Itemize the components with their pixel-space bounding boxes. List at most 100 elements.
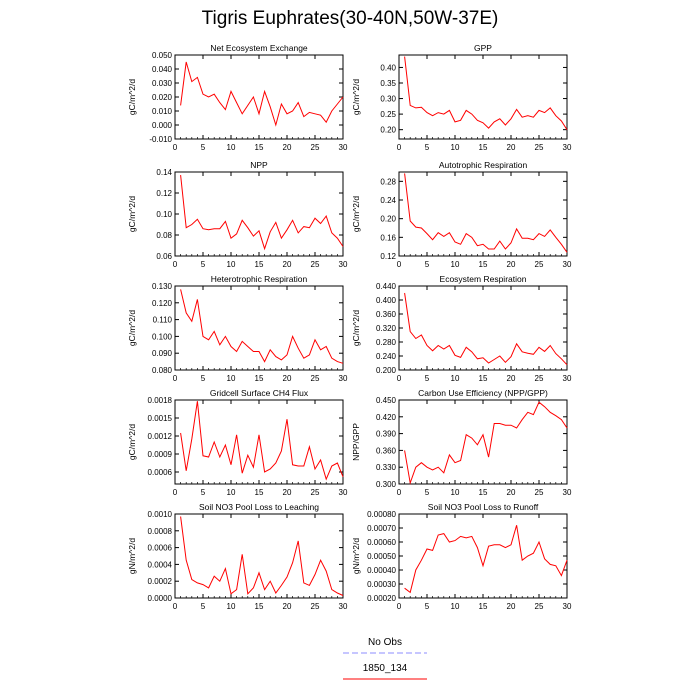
panel-3-ytick-label: 0.08 — [156, 231, 172, 240]
panel-8-title: Carbon Use Efficiency (NPP/GPP) — [418, 388, 548, 398]
panel-2-xtick-label: 5 — [425, 143, 430, 152]
panel-8-xtick-label: 5 — [425, 488, 430, 497]
panel-4-xtick-label: 10 — [451, 260, 460, 269]
panel-2-ytick-label: 0.20 — [380, 126, 396, 135]
panel-8-xtick-label: 0 — [397, 488, 402, 497]
panel-9-ytick-label: 0.0002 — [148, 577, 173, 586]
panel-9-ytick-label: 0.0010 — [148, 510, 173, 519]
panel-2-title: GPP — [474, 43, 492, 53]
panel-6-xtick-label: 10 — [451, 374, 460, 383]
panel-8-line-1850-134 — [404, 401, 568, 485]
panel-6: Ecosystem Respiration gC/m^2/d 0 5 10 15 20 25 3… — [351, 274, 572, 383]
panel-6-title: Ecosystem Respiration — [440, 274, 527, 284]
panel-3-xtick-label: 15 — [255, 260, 264, 269]
panel-8-xtick-label: 30 — [563, 488, 572, 497]
panel-7-xtick-label: 15 — [255, 488, 264, 497]
panel-9-xtick-label: 10 — [227, 602, 236, 611]
panel-4-ylabel: gC/m^2/d — [351, 196, 361, 232]
panel-4-xtick-label: 5 — [425, 260, 430, 269]
panel-4-xtick-label: 20 — [507, 260, 516, 269]
panel-5-xtick-label: 20 — [283, 374, 292, 383]
panel-5-xtick-label: 25 — [311, 374, 320, 383]
panel-7-ytick-label: 0.0009 — [148, 450, 173, 459]
panel-5-line-1850-134 — [180, 289, 344, 364]
panel-7-xtick-label: 30 — [339, 488, 348, 497]
panel-10-xtick-label: 10 — [451, 602, 460, 611]
panel-3-xtick-label: 25 — [311, 260, 320, 269]
panel-5-frame — [174, 285, 344, 371]
panel-7-line-1850-134 — [180, 401, 344, 481]
panel-9-ytick-label: 0.0006 — [148, 544, 173, 553]
panel-4-ytick-label: 0.28 — [380, 177, 396, 186]
panel-2-line-1850-134 — [404, 56, 568, 130]
panel-4-xtick-label: 15 — [479, 260, 488, 269]
panel-4-ytick-label: 0.16 — [380, 233, 396, 242]
panel-8: Carbon Use Efficiency (NPP/GPP) NPP/GPP 0 5… — [351, 388, 572, 497]
panel-1-ytick-label: 0.010 — [152, 107, 173, 116]
panel-5-ytick-label: 0.090 — [152, 349, 173, 358]
panel-3-xtick-label: 20 — [283, 260, 292, 269]
panel-10-ytick-label: 0.00080 — [367, 510, 396, 519]
panel-7-xtick-label: 10 — [227, 488, 236, 497]
panel-8-ytick-label: 0.300 — [376, 480, 397, 489]
panel-10: Soil NO3 Pool Loss to Runoff gN/m^2/d 0 5 10… — [351, 502, 572, 611]
panel-5-ytick-label: 0.120 — [152, 299, 173, 308]
panel-6-xtick-label: 25 — [535, 374, 544, 383]
panel-8-xtick-label: 15 — [479, 488, 488, 497]
panel-1-ytick-label: 0.000 — [152, 121, 173, 130]
panel-4-line-1850-134 — [404, 173, 568, 253]
panel-6-ytick-label: 0.280 — [376, 338, 397, 347]
panel-4-xtick-label: 0 — [397, 260, 402, 269]
panel-8-ylabel: NPP/GPP — [351, 423, 361, 461]
panel-5-xtick-label: 10 — [227, 374, 236, 383]
panel-5-xtick-label: 30 — [339, 374, 348, 383]
panel-10-xtick-label: 20 — [507, 602, 516, 611]
panel-9-xtick-label: 5 — [201, 602, 206, 611]
panel-10-xtick-label: 15 — [479, 602, 488, 611]
panel-1-xtick-label: 25 — [311, 143, 320, 152]
panel-6-ytick-label: 0.240 — [376, 352, 397, 361]
panel-1-xtick-label: 20 — [283, 143, 292, 152]
panel-8-ytick-label: 0.420 — [376, 413, 397, 422]
panel-6-xtick-label: 5 — [425, 374, 430, 383]
panel-10-ytick-label: 0.00040 — [367, 566, 396, 575]
panel-9-frame — [174, 513, 344, 599]
panel-5-xtick-label: 15 — [255, 374, 264, 383]
panel-8-ytick-label: 0.330 — [376, 463, 397, 472]
panel-4-ytick-label: 0.20 — [380, 215, 396, 224]
panel-6-ylabel: gC/m^2/d — [351, 310, 361, 346]
panel-2-ytick-label: 0.25 — [380, 110, 396, 119]
panel-1-line-1850-134 — [180, 61, 344, 127]
panel-1-ytick-label: 0.030 — [152, 79, 173, 88]
panel-3-ytick-label: 0.12 — [156, 189, 172, 198]
panel-1-ytick-label: 0.020 — [152, 93, 173, 102]
panel-5-ytick-label: 0.130 — [152, 282, 173, 291]
panel-5-title: Heterotrophic Respiration — [211, 274, 308, 284]
panel-2-xtick-label: 0 — [397, 143, 402, 152]
figure-title: Tigris Euphrates(30-40N,50W-37E) — [201, 8, 499, 29]
panel-9-title: Soil NO3 Pool Loss to Leaching — [199, 502, 319, 512]
panel-2-ylabel: gC/m^2/d — [351, 79, 361, 115]
panel-9-xtick-label: 25 — [311, 602, 320, 611]
panel-2-ytick-label: 0.30 — [380, 95, 396, 104]
panel-8-ytick-label: 0.450 — [376, 396, 397, 405]
panel-7-xtick-label: 5 — [201, 488, 206, 497]
panel-10-ytick-label: 0.00020 — [367, 594, 396, 603]
panel-9-xtick-label: 30 — [339, 602, 348, 611]
panel-2-xtick-label: 30 — [563, 143, 572, 152]
panel-3-xtick-label: 5 — [201, 260, 206, 269]
panel-2-xtick-label: 10 — [451, 143, 460, 152]
panel-7-ytick-label: 0.0006 — [148, 468, 173, 477]
panel-1-title: Net Ecosystem Exchange — [210, 43, 308, 53]
panel-3-xtick-label: 0 — [173, 260, 178, 269]
panel-2-xtick-label: 20 — [507, 143, 516, 152]
panel-5-ytick-label: 0.110 — [153, 316, 173, 325]
panel-9-ylabel: gN/m^2/d — [127, 538, 137, 574]
panel-2: GPP gC/m^2/d 0 5 10 15 20 25 30 0.20 0.25 0.30 0.35 0… — [351, 43, 572, 152]
panel-8-xtick-label: 10 — [451, 488, 460, 497]
panel-10-frame — [398, 513, 568, 599]
panel-3-xtick-label: 10 — [227, 260, 236, 269]
panel-10-ytick-label: 0.00060 — [367, 538, 396, 547]
panel-1-xtick-label: 5 — [201, 143, 206, 152]
